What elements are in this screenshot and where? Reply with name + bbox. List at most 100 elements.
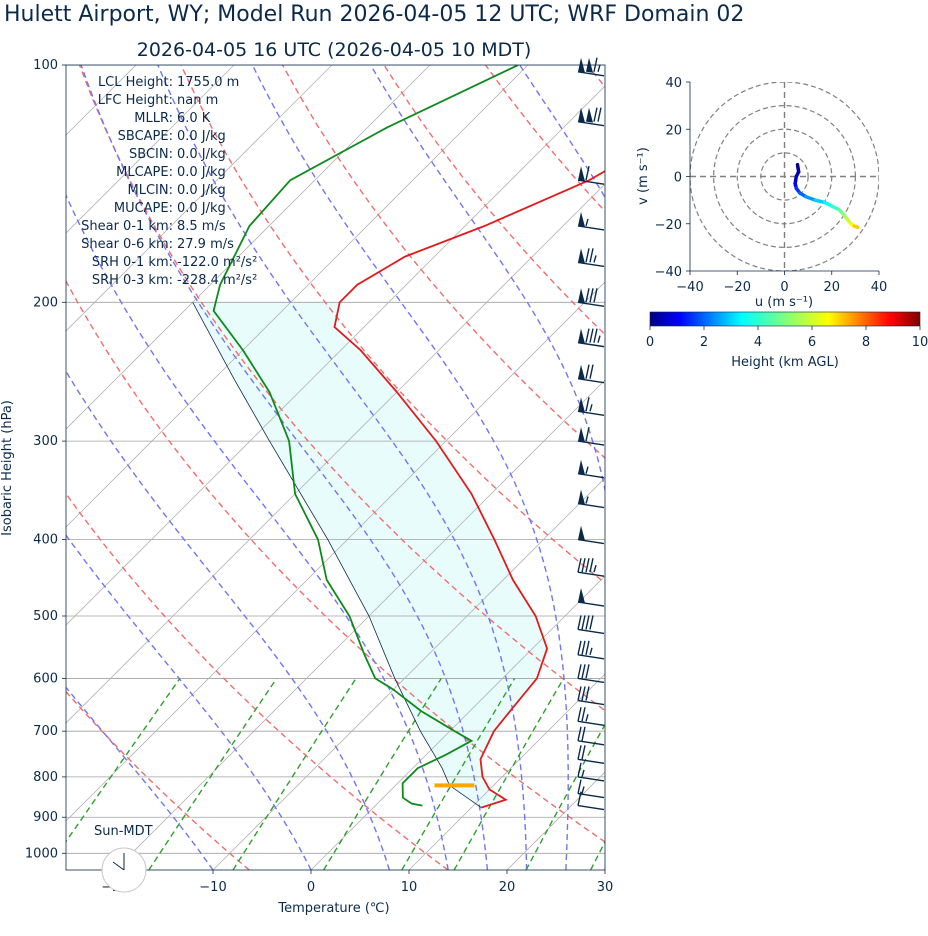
mixing-ratio-line: [525, 723, 605, 870]
wind-barb-shaft: [577, 261, 605, 268]
wind-barb-flag: [585, 248, 590, 263]
skewt-y-axis-label: Isobaric Height (hPa): [0, 400, 15, 536]
wind-barb: [577, 328, 605, 348]
parameter-value: 1755.0 m: [177, 75, 239, 90]
wind-barb-flag: [593, 288, 598, 303]
wind-barb-flag: [589, 615, 594, 630]
colorbar-tick-label: 10: [912, 335, 928, 350]
wind-barb-shaft: [577, 341, 605, 348]
parcel-profile-line: [192, 302, 482, 808]
colorbar: 0 2 4 6 8 10 Height (km AGL): [646, 311, 928, 370]
hodograph-y-tick-label: 40: [665, 76, 682, 91]
wind-barb-flag: [577, 558, 582, 573]
mixing-ratio-line: [232, 678, 357, 870]
wind-barb-pennant: [586, 57, 593, 73]
y-tick-label: 600: [33, 671, 58, 686]
clock-icon: [101, 847, 147, 893]
skewt-frame: [65, 64, 606, 871]
moist-adiabat: [519, 65, 605, 199]
wind-barb: [577, 459, 605, 479]
moist-adiabat: [66, 369, 391, 870]
wind-barb-flag: [581, 664, 586, 679]
hodograph-y-tick-label: −20: [655, 218, 682, 233]
wind-barb-half-flag: [597, 64, 601, 72]
wind-barb-pennant: [578, 397, 585, 413]
parameter-label: LCL Height:: [98, 75, 173, 90]
isotherm-line: [66, 65, 529, 528]
wind-barb-flag: [589, 248, 594, 263]
wind-barb: [577, 107, 605, 127]
wind-barb-flag: [581, 686, 586, 701]
colorbar-tick-label: 8: [862, 335, 870, 350]
parameter-block: LCL Height: 1755.0 m LFC Height: nan m MLLR:…: [81, 75, 257, 288]
hodograph-trace-segment: [852, 224, 860, 230]
wind-barb-shaft: [577, 301, 605, 307]
skewt-x-axis-label: Temperature (℃): [277, 901, 389, 916]
dry-adiabat: [66, 492, 449, 870]
colorbar-tick-label: 0: [646, 335, 654, 350]
wind-barb-half-flag: [585, 218, 589, 227]
wind-barb: [577, 707, 605, 726]
dry-adiabat: [66, 690, 250, 870]
colorbar-tick-label: 2: [700, 335, 708, 350]
mixing-ratio-line: [323, 678, 442, 870]
wind-barb-flag: [589, 364, 594, 379]
wind-barb-flag: [577, 640, 582, 655]
wind-barb: [577, 558, 605, 577]
wind-barb-flag: [585, 328, 590, 343]
wind-barb-shaft: [577, 740, 605, 746]
wind-barb: [577, 288, 605, 307]
wind-barb-pennant: [578, 107, 585, 123]
sun-label: Sun-MDT: [94, 824, 153, 839]
skewt-plot: 1000900800700600500400300200100−20−10010…: [0, 57, 928, 916]
colorbar-gradient: [649, 311, 921, 327]
dewpoint-line: [212, 65, 519, 807]
hodograph: −40 −20 0 20 40 40 20 0 −20 −40 u (m s⁻¹) v (m s⁻…: [636, 76, 887, 310]
wind-barb-flag: [589, 328, 594, 343]
wind-barb-half-flag: [585, 466, 589, 474]
wind-barb-half-flag: [581, 769, 585, 778]
mixing-ratio-line: [453, 678, 565, 870]
isotherm-line: [66, 65, 235, 234]
hodograph-x-tick-label: 20: [823, 280, 840, 295]
wind-barb: [577, 588, 605, 607]
wind-barb-flag: [585, 558, 590, 573]
wind-barb-flag: [585, 166, 590, 181]
parameter-label: MLCIN:: [128, 183, 173, 198]
wind-barb: [577, 640, 605, 660]
wind-barb-flag: [577, 779, 582, 794]
cape-cin-shading: [192, 302, 548, 808]
x-tick-label: −10: [199, 880, 226, 895]
moist-adiabat: [157, 65, 528, 870]
wind-barb-flag: [581, 707, 586, 722]
wind-barb-flag: [593, 107, 598, 122]
wind-barb-half-flag: [585, 496, 589, 504]
dry-adiabat: [689, 65, 928, 870]
wind-barb: [577, 166, 605, 185]
mixing-ratio-line: [66, 677, 181, 843]
wind-barb-flag: [597, 107, 602, 122]
wind-barb-flag: [581, 726, 586, 741]
wind-barb-flag: [585, 686, 590, 701]
parameter-label: SRH 0-3 km:: [92, 273, 173, 288]
mixing-ratio-line: [401, 678, 516, 870]
hodograph-x-tick-label: −20: [724, 280, 751, 295]
wind-barb-pennant: [578, 489, 585, 505]
wind-barb-half-flag: [597, 335, 601, 343]
wind-barb: [577, 615, 605, 635]
wind-barb-shaft: [577, 378, 605, 384]
wind-barb-flag: [577, 762, 582, 778]
wind-barb-flag: [585, 364, 590, 379]
wind-barb: [577, 745, 605, 765]
isotherm-line: [114, 379, 605, 870]
parameter-value: 0.0 J/kg: [177, 183, 226, 198]
wind-barb-pennant: [578, 57, 585, 73]
wind-barb-shaft: [577, 538, 605, 545]
y-tick-label: 800: [33, 770, 58, 785]
wind-barb-shaft: [577, 601, 605, 607]
wind-barb-flag: [585, 397, 590, 412]
moist-adiabat: [80, 65, 489, 870]
isotherm-line: [66, 85, 605, 626]
wind-barb-pennant: [578, 427, 585, 443]
